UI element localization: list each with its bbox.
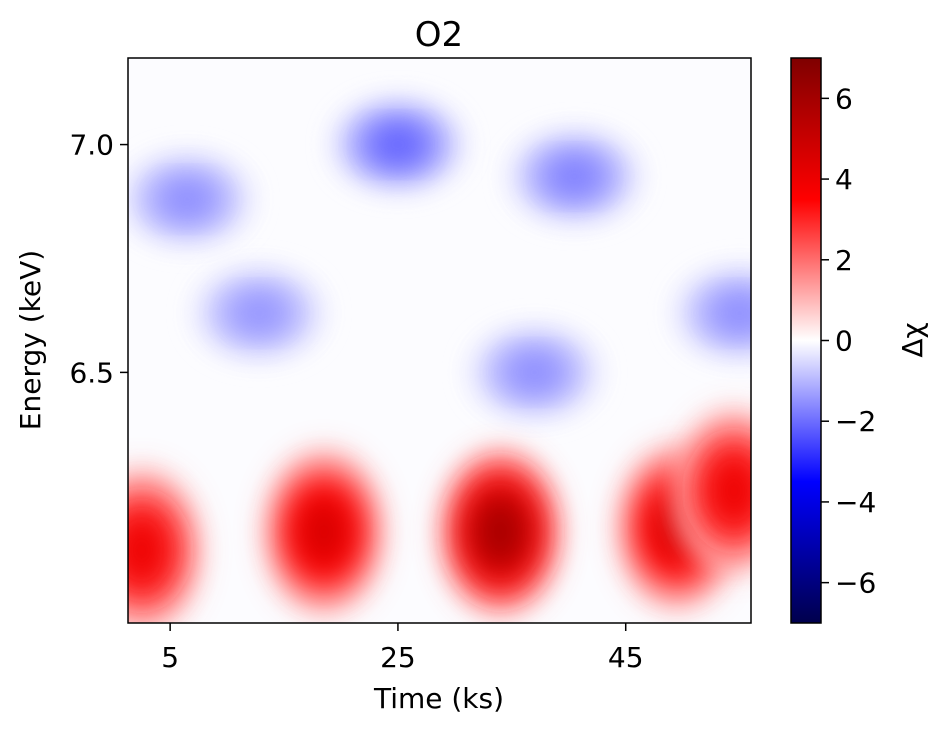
colorbar [790, 57, 822, 624]
colorbar-tick-label: −2 [835, 405, 876, 438]
blob-layer [128, 516, 166, 584]
blob-layer [372, 126, 424, 163]
heatmap-blobs [128, 99, 751, 623]
colorbar-tick-label: 0 [835, 325, 853, 358]
colorbar-label: Δχ [896, 322, 929, 357]
negative-blob [470, 327, 599, 418]
plot-frame [127, 57, 752, 624]
negative-blob [194, 268, 323, 358]
blob-layer [548, 158, 601, 195]
blob-layer [709, 457, 751, 525]
y-tick-label: 6.5 [69, 356, 114, 389]
positive-blob [128, 466, 203, 623]
colorbar-tick-label: −4 [835, 486, 876, 519]
x-tick-label: 45 [608, 641, 644, 674]
y-tick-label: 7.0 [69, 129, 114, 162]
chart-title: O2 [415, 15, 463, 55]
blob-layer [299, 498, 349, 566]
x-tick-label: 25 [380, 641, 416, 674]
negative-blob [128, 154, 252, 245]
blob-layer [233, 295, 285, 332]
colorbar-tick-label: 2 [835, 244, 853, 277]
negative-blob [510, 131, 639, 222]
positive-blob [673, 407, 751, 575]
positive-blob [263, 448, 385, 616]
blob-layer [161, 181, 213, 218]
negative-blob [675, 268, 751, 358]
y-axis-ticks: 6.5 7.0 [69, 129, 128, 389]
colorbar-tick-label: 4 [835, 163, 853, 196]
colorbar-ticks: 6 4 2 0 −2 −4 −6 [821, 82, 876, 600]
x-axis-ticks: 5 25 45 [161, 623, 644, 674]
negative-blob [333, 99, 462, 190]
x-tick-label: 5 [161, 641, 179, 674]
blob-layer [714, 295, 751, 332]
y-axis-label: Energy (keV) [14, 250, 47, 430]
colorbar-tick-label: −6 [835, 567, 876, 600]
positive-blob [439, 448, 562, 616]
blob-layer [509, 354, 561, 391]
x-axis-label: Time (ks) [373, 682, 504, 715]
colorbar-tick-label: 6 [835, 82, 853, 115]
blob-layer [476, 498, 525, 566]
